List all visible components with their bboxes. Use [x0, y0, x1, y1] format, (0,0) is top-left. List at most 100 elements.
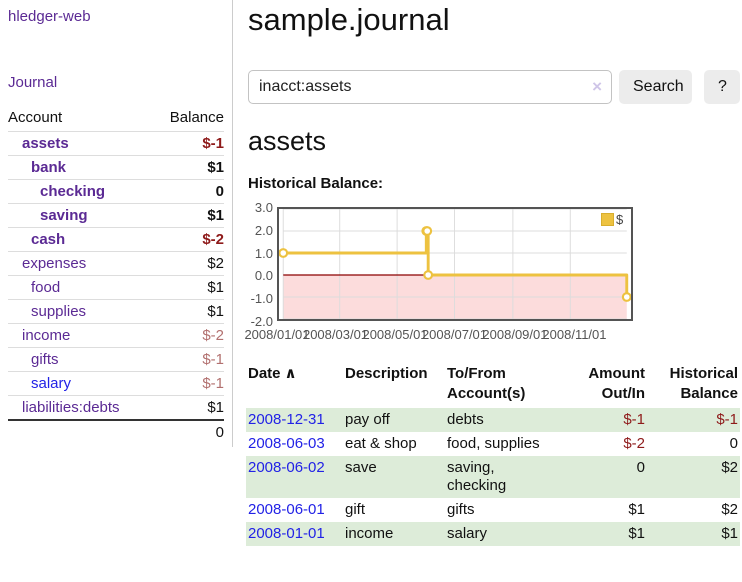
- register-header-description: Description: [345, 365, 428, 382]
- account-link[interactable]: saving: [40, 207, 88, 224]
- account-heading: assets: [248, 126, 327, 156]
- transaction-balance: $2: [647, 456, 740, 498]
- transaction-amount: $1: [628, 501, 645, 518]
- account-balance: $1: [153, 155, 224, 180]
- x-axis-tick: 2008/11/01: [542, 327, 607, 342]
- register-header-historical: Historical Balance: [669, 365, 738, 402]
- sidebar-item-journal[interactable]: Journal: [8, 74, 58, 91]
- account-link[interactable]: assets: [22, 135, 69, 152]
- account-balance: $1: [153, 299, 224, 324]
- account-balance: $-1: [153, 347, 224, 372]
- y-axis-tick: 3.0: [254, 200, 273, 215]
- transaction-accounts: gifts: [447, 501, 475, 518]
- transaction-description: gift: [345, 501, 366, 518]
- accounts-table-body: assets $-1 bank $1 checking 0 saving $1 cash $-2 e…: [8, 131, 224, 447]
- account-link[interactable]: liabilities:debts: [22, 399, 120, 416]
- transaction-amount: $-2: [623, 435, 645, 452]
- transaction-date-link[interactable]: 2008-06-03: [248, 435, 325, 452]
- total-spacer: [8, 419, 154, 447]
- account-link[interactable]: supplies: [31, 303, 87, 320]
- transaction-date-link[interactable]: 2008-06-01: [248, 501, 325, 518]
- chart-legend: $: [601, 212, 623, 227]
- account-link[interactable]: bank: [31, 159, 67, 176]
- register-table-wrap: Date ∧ Description To/From Account(s) Amount O…: [246, 362, 740, 546]
- y-axis-tick: 0.0: [254, 268, 273, 284]
- transaction-description: save: [343, 456, 445, 498]
- y-axis-tick: 1.0: [254, 245, 273, 261]
- register-header-row: Date ∧ Description To/From Account(s) Amount O…: [246, 362, 740, 408]
- clear-search-icon[interactable]: ×: [592, 77, 602, 96]
- account-balance: $2: [153, 251, 224, 276]
- register-header-tofrom: To/From Account(s): [447, 365, 526, 402]
- transaction-balance: $-1: [647, 408, 740, 432]
- account-balance: $1: [207, 399, 224, 416]
- accounts-header-balance: Balance: [153, 106, 224, 132]
- accounts-total: 0: [153, 419, 224, 447]
- main-content: sample.journal × Search ? assets Histori…: [244, 0, 742, 582]
- transaction-balance: $1: [647, 522, 740, 546]
- account-link[interactable]: cash: [31, 231, 66, 248]
- account-balance: $1: [153, 275, 224, 300]
- y-axis-tick: -2.0: [250, 314, 273, 329]
- help-button[interactable]: ?: [704, 70, 740, 104]
- register-table-body: 2008-12-31 pay off debts $-1 $-1 2008-06-03 ea…: [246, 408, 740, 546]
- account-link[interactable]: salary: [31, 375, 72, 392]
- transaction-date-link[interactable]: 2008-01-01: [248, 525, 325, 542]
- accounts-header-account: Account: [8, 106, 154, 132]
- x-axis-tick: 2008/07/01: [421, 327, 488, 342]
- search-box: ×: [248, 70, 612, 104]
- x-axis-tick: 2008/03/01: [302, 327, 369, 342]
- page-title: sample.journal: [248, 2, 450, 37]
- register-header-date[interactable]: Date ∧: [248, 365, 297, 382]
- account-link[interactable]: expenses: [22, 255, 87, 272]
- transaction-date-link[interactable]: 2008-12-31: [248, 411, 325, 428]
- x-axis-tick: 2008/01/01: [244, 327, 310, 342]
- sidebar: hledger-web Journal Account Balance asse…: [0, 0, 233, 447]
- register-header-amount: Amount Out/In: [588, 365, 645, 402]
- x-axis-tick: 2008/05/01: [362, 327, 428, 342]
- app-title: hledger-web: [8, 8, 91, 25]
- account-link[interactable]: food: [31, 279, 61, 296]
- transaction-description: income: [343, 522, 445, 546]
- transaction-description: eat & shop: [345, 435, 417, 452]
- transaction-date-link[interactable]: 2008-06-02: [248, 459, 325, 476]
- table-row: 2008-01-01 income salary $1 $1: [246, 522, 740, 546]
- account-balance: $1: [153, 203, 224, 228]
- transaction-accounts: salary: [445, 522, 563, 546]
- legend-swatch-icon: [601, 213, 614, 226]
- chart-title: Historical Balance:: [248, 175, 384, 192]
- balance-chart-svg: [277, 207, 633, 321]
- table-row: 2008-06-03 eat & shop food, supplies $-2 0: [246, 432, 740, 456]
- search-input[interactable]: [248, 70, 612, 104]
- sort-asc-icon: ∧: [284, 365, 297, 382]
- search-button[interactable]: Search: [619, 70, 692, 104]
- transaction-balance: 0: [729, 435, 738, 452]
- search-form: × Search ?: [248, 70, 740, 104]
- register-table: Date ∧ Description To/From Account(s) Amount O…: [246, 362, 740, 546]
- balance-chart: 3.0 2.0 1.0 0.0 -1.0 -2.0 2008/01/01 2008/03/01…: [244, 200, 742, 350]
- account-balance: $-2: [153, 323, 224, 348]
- table-row: 2008-06-02 save saving, checking 0 $2: [246, 456, 740, 498]
- accounts-table: Account Balance assets $-1 bank $1 checking 0…: [8, 106, 224, 447]
- y-axis-tick: 2.0: [254, 222, 273, 238]
- transaction-amount: 0: [563, 456, 647, 498]
- transaction-amount: $1: [563, 522, 647, 546]
- transaction-balance: $2: [721, 501, 738, 518]
- table-row: 2008-06-01 gift gifts $1 $2: [246, 498, 740, 522]
- table-row: 2008-12-31 pay off debts $-1 $-1: [246, 408, 740, 432]
- transaction-accounts: food, supplies: [447, 435, 540, 452]
- transaction-accounts: debts: [445, 408, 563, 432]
- transaction-accounts: saving, checking: [445, 456, 563, 498]
- account-link[interactable]: income: [22, 327, 71, 344]
- account-link[interactable]: gifts: [31, 351, 59, 368]
- transaction-description: pay off: [343, 408, 445, 432]
- transaction-amount: $-1: [563, 408, 647, 432]
- legend-label: $: [616, 212, 624, 227]
- account-balance: 0: [153, 179, 224, 204]
- account-balance: $-1: [153, 131, 224, 156]
- y-axis-tick: -1.0: [250, 291, 273, 307]
- x-axis-tick: 2008/09/01: [482, 327, 548, 342]
- account-balance: $-1: [153, 371, 224, 396]
- account-balance: $-2: [153, 227, 224, 252]
- account-link[interactable]: checking: [40, 183, 106, 200]
